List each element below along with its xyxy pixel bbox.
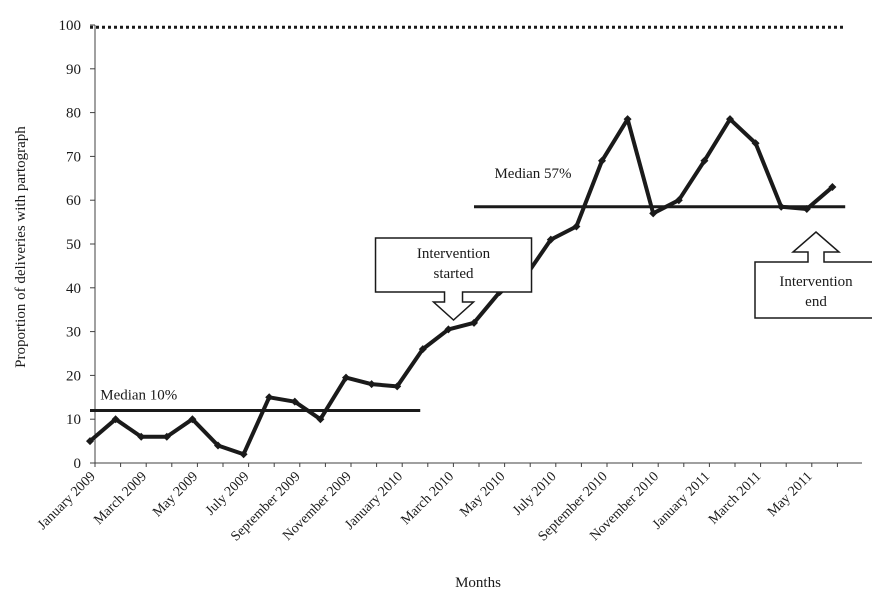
y-tick-label: 40 — [66, 281, 81, 297]
x-tick-label: May 2010 — [457, 469, 508, 520]
data-point — [649, 209, 658, 218]
data-point — [290, 397, 299, 406]
data-point — [802, 204, 811, 213]
x-tick-label: July 2010 — [510, 469, 559, 518]
intervention-end-callout — [754, 231, 872, 319]
data-point — [393, 382, 402, 391]
data-point — [700, 156, 709, 165]
data-point — [751, 139, 760, 148]
x-tick-label: July 2009 — [203, 469, 252, 518]
data-point — [623, 115, 632, 124]
annotations: Intervention started Intervention end — [374, 231, 872, 322]
x-tick-label: May 2009 — [150, 469, 201, 520]
y-tick-label: 100 — [59, 18, 82, 34]
y-tick-label: 0 — [74, 456, 82, 472]
x-axis-title: Months — [455, 575, 501, 591]
x-tick-label: May 2011 — [765, 469, 816, 520]
y-tick-label: 10 — [66, 412, 81, 428]
y-tick-label: 90 — [66, 62, 81, 78]
data-point — [828, 183, 837, 192]
x-tick-label: March 2010 — [399, 469, 458, 528]
y-tick-label: 60 — [66, 193, 81, 209]
data-point — [137, 432, 146, 441]
data-point — [367, 380, 376, 389]
data-point — [444, 325, 453, 334]
y-tick-label: 70 — [66, 149, 81, 165]
data-point — [162, 432, 171, 441]
x-tick-label: March 2011 — [706, 469, 764, 527]
data-point — [239, 450, 248, 459]
median-label: Median 57% — [494, 166, 571, 182]
intervention-end-text: end — [805, 294, 827, 310]
y-tick-label: 30 — [66, 325, 81, 341]
data-point — [265, 393, 274, 402]
data-point — [316, 415, 325, 424]
intervention-started-text: Intervention — [417, 246, 491, 262]
data-point — [111, 415, 120, 424]
data-point — [418, 345, 427, 354]
data-point — [598, 156, 606, 165]
data-point — [214, 441, 222, 450]
data-point — [777, 202, 786, 211]
data-point — [726, 115, 734, 124]
data-point — [572, 222, 581, 231]
y-tick-label: 80 — [66, 106, 81, 122]
data-point — [86, 437, 94, 446]
series-line — [88, 117, 835, 457]
intervention-end-text: Intervention — [779, 274, 853, 290]
median-label: Median 10% — [100, 387, 177, 403]
data-point — [674, 196, 683, 205]
intervention-started-text: started — [434, 266, 474, 282]
y-tick-label: 20 — [66, 368, 81, 384]
y-axis-title: Proportion of deliveries with partograph — [13, 126, 29, 368]
data-point — [546, 235, 555, 244]
intervention-started-callout — [374, 237, 533, 322]
y-tick-label: 50 — [66, 237, 81, 253]
data-point — [342, 373, 350, 382]
reference-lines: Median 10% Median 57% — [90, 25, 846, 412]
data-point — [470, 318, 478, 327]
x-tick-label: January 2009 — [35, 469, 99, 533]
data-point — [188, 415, 197, 424]
x-tick-label: March 2009 — [91, 469, 150, 528]
